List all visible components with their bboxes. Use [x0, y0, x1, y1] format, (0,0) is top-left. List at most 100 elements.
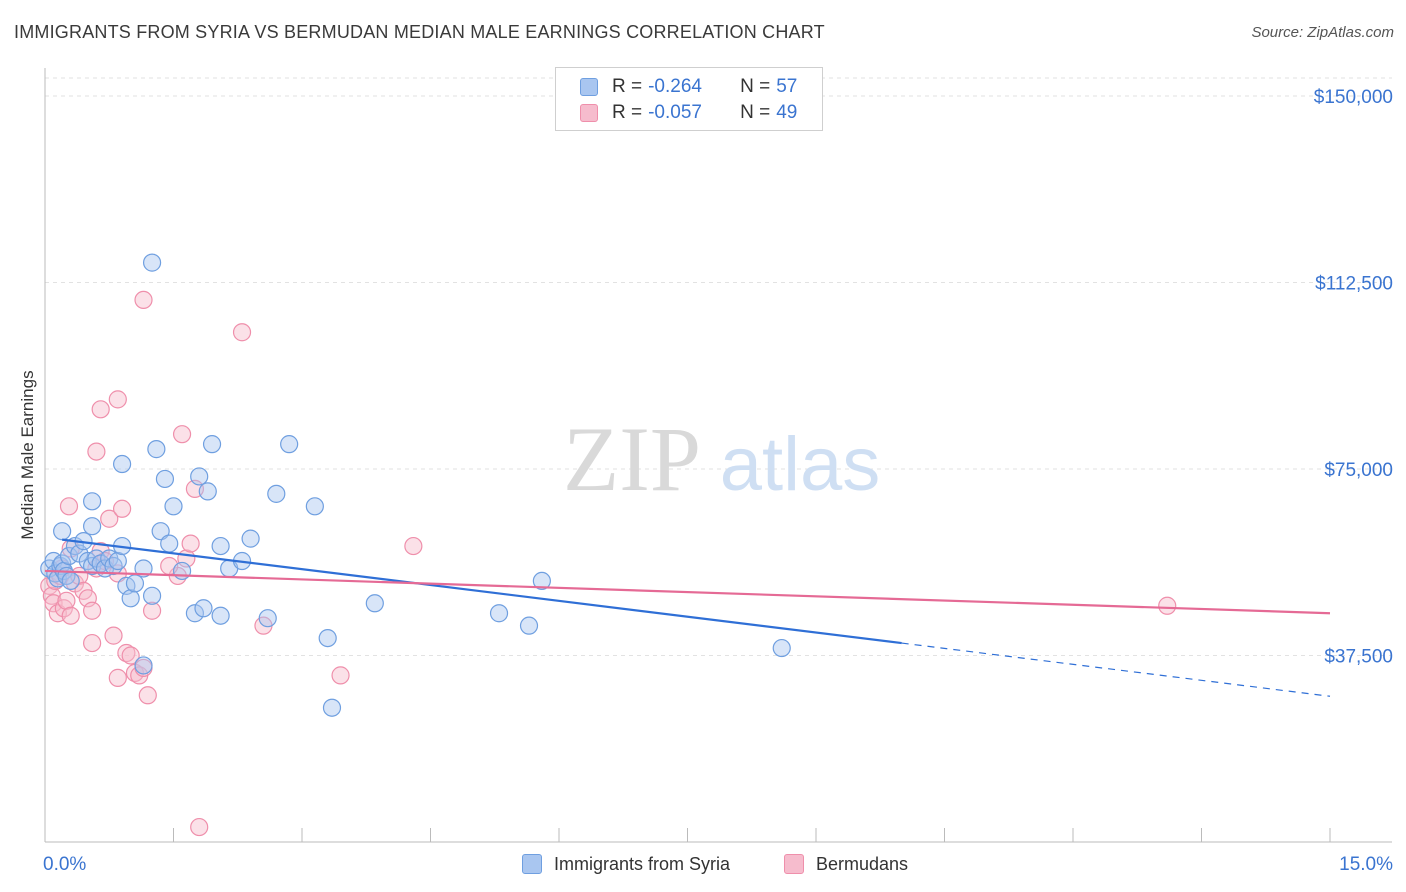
data-point-syria: [194, 599, 213, 618]
data-point-bermudans: [172, 425, 192, 444]
data-point-bermudans: [1158, 596, 1177, 615]
data-point-syria: [121, 589, 140, 608]
legend-n-value: 57: [776, 76, 798, 97]
data-point-bermudans: [138, 686, 157, 705]
watermark-zip: ZIP: [563, 408, 701, 510]
bottom-legend-syria: Immigrants from Syria: [522, 852, 730, 876]
data-point-syria: [134, 656, 153, 675]
legend-n-label: N =: [740, 102, 771, 123]
data-point-syria: [61, 571, 80, 591]
data-point-syria: [142, 586, 162, 605]
data-point-syria: [280, 435, 299, 454]
bottom-legend-label-bermudans: Bermudans: [816, 853, 909, 874]
data-point-syria: [53, 522, 72, 541]
data-point-syria: [147, 440, 166, 459]
data-point-syria: [190, 467, 209, 486]
data-point-syria: [258, 609, 277, 628]
data-point-bermudans: [112, 499, 132, 518]
data-point-bermudans: [83, 601, 102, 620]
chart-title: IMMIGRANTS FROM SYRIA VS BERMUDAN MEDIAN…: [14, 22, 825, 42]
bottom-legend-bermudans: Bermudans: [784, 852, 908, 876]
data-point-syria: [172, 561, 192, 581]
data-point-syria: [83, 492, 102, 511]
data-point-syria: [489, 604, 509, 623]
x-tick-label-min: 0.0%: [43, 854, 86, 875]
data-point-bermudans: [404, 536, 423, 556]
data-point-bermudans: [142, 601, 162, 620]
trend-line-syria: [61, 538, 902, 645]
legend-swatch-bermudans: [580, 104, 598, 122]
data-point-bermudans: [232, 323, 252, 342]
y-tick-label: $112,500: [1315, 274, 1393, 295]
data-point-bermudans: [61, 606, 80, 625]
y-tick-label: $150,000: [1314, 87, 1393, 108]
data-point-syria: [134, 559, 153, 578]
data-point-syria: [211, 536, 230, 556]
x-tick-label-max: 15.0%: [1339, 854, 1393, 875]
data-point-bermudans: [59, 497, 79, 516]
series-bermudans: [40, 290, 1177, 837]
data-point-bermudans: [57, 591, 76, 610]
data-point-syria: [185, 604, 205, 623]
data-point-syria: [241, 529, 260, 548]
data-point-bermudans: [104, 626, 123, 645]
trend-line-syria-extrapolated: [901, 642, 1331, 697]
data-point-bermudans: [42, 586, 61, 605]
legend-swatch-syria: [580, 78, 598, 96]
y-axis-label: Median Male Earnings: [18, 370, 37, 540]
data-point-bermudans: [181, 534, 200, 553]
data-point-syria: [532, 571, 551, 591]
data-point-bermudans: [91, 400, 110, 419]
legend-r-label: R =: [612, 76, 643, 97]
data-point-syria: [519, 616, 539, 635]
watermark-atlas: atlas: [720, 422, 881, 507]
data-point-syria: [112, 454, 132, 474]
legend-n-label: N =: [740, 76, 771, 97]
data-point-bermudans: [54, 599, 73, 618]
legend-row-syria: R = -0.264 N = 57: [580, 75, 797, 99]
data-point-syria: [108, 551, 127, 571]
data-point-syria: [322, 698, 342, 717]
legend-n-value: 49: [776, 102, 798, 123]
data-point-syria: [365, 594, 384, 613]
y-tick-label: $75,000: [1324, 460, 1393, 481]
legend-r-value: -0.057: [648, 102, 702, 123]
data-point-syria: [772, 638, 791, 658]
data-point-bermudans: [134, 290, 153, 310]
data-point-bermudans: [190, 817, 209, 837]
bottom-legend-swatch-syria: [522, 854, 542, 874]
data-point-bermudans: [108, 668, 127, 687]
tick-labels: $37,500 $75,000 $112,500 $150,000 0.0% 15.0%: [43, 87, 1393, 875]
data-point-syria: [267, 484, 286, 503]
grid: [45, 77, 1392, 656]
data-point-bermudans: [83, 633, 102, 653]
trend-lines: [44, 538, 1331, 697]
data-point-syria: [160, 534, 179, 553]
legend-row-bermudans: R = -0.057 N = 49: [580, 101, 797, 125]
data-point-bermudans: [121, 646, 140, 665]
data-point-bermudans: [87, 442, 106, 461]
y-tick-label: $37,500: [1324, 647, 1393, 668]
data-point-syria: [164, 497, 183, 516]
data-point-bermudans: [108, 390, 127, 409]
trend-line-bermudans: [44, 569, 1331, 615]
legend-r-label: R =: [612, 102, 643, 123]
data-point-syria: [125, 574, 145, 593]
bottom-legend-swatch-bermudans: [784, 854, 804, 874]
legend-r-value: -0.264: [648, 76, 702, 97]
data-point-syria: [202, 435, 222, 454]
bottom-legend-label-syria: Immigrants from Syria: [554, 853, 731, 874]
data-point-bermudans: [100, 509, 119, 528]
data-point-bermudans: [331, 666, 350, 685]
data-point-syria: [318, 628, 337, 648]
data-point-syria: [83, 517, 102, 536]
legend-box: R = -0.264 N = 57 R = -0.057 N = 49: [555, 67, 823, 131]
data-point-syria: [211, 606, 230, 625]
data-point-syria: [305, 497, 324, 516]
data-point-syria: [151, 522, 170, 541]
data-point-syria: [155, 469, 175, 489]
data-point-syria: [198, 482, 217, 501]
source-label: Source: ZipAtlas.com: [1251, 24, 1394, 41]
axes: [44, 68, 1392, 843]
